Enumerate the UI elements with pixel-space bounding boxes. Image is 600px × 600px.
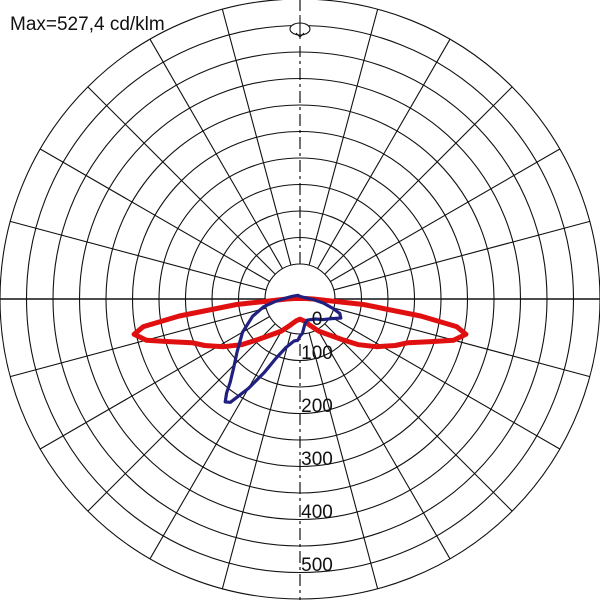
- radial-tick-label: 200: [301, 396, 333, 417]
- grid-spoke: [324, 86, 513, 275]
- grid-spoke: [221, 332, 292, 589]
- grid-spoke: [308, 9, 379, 266]
- grid-spoke: [308, 332, 379, 589]
- angular-grid-spokes: [10, 9, 590, 589]
- rotate-around-axis-icon: [289, 12, 311, 46]
- radial-tick-labels: 0 100 200 300 400 500: [301, 309, 333, 576]
- radial-tick-label: 300: [301, 449, 333, 470]
- grid-spoke: [317, 38, 451, 269]
- radial-tick-label: 0: [312, 309, 323, 330]
- grid-spoke: [324, 323, 513, 512]
- grid-spoke: [221, 9, 292, 266]
- series-layer: [131, 293, 469, 404]
- grid-spoke: [87, 323, 276, 512]
- grid-spoke: [317, 329, 451, 560]
- grid-spoke: [333, 220, 590, 291]
- grid-spoke: [87, 86, 276, 275]
- grid-spoke: [10, 220, 267, 291]
- grid-spoke: [330, 148, 561, 282]
- radial-tick-label: 100: [301, 343, 333, 364]
- radial-tick-label: 500: [301, 555, 333, 576]
- grid-spoke: [39, 316, 270, 450]
- grid-spoke: [149, 329, 283, 560]
- intensity-curve-2: [223, 293, 343, 404]
- grid-spoke: [330, 316, 561, 450]
- grid-spoke: [10, 307, 267, 378]
- grid-spoke: [149, 38, 283, 269]
- intensity-curve-1: [131, 296, 469, 350]
- grid-spoke: [333, 307, 590, 378]
- grid-spoke: [39, 148, 270, 282]
- max-intensity-label: Max=527,4 cd/klm: [10, 14, 165, 35]
- radial-tick-label: 400: [301, 502, 333, 523]
